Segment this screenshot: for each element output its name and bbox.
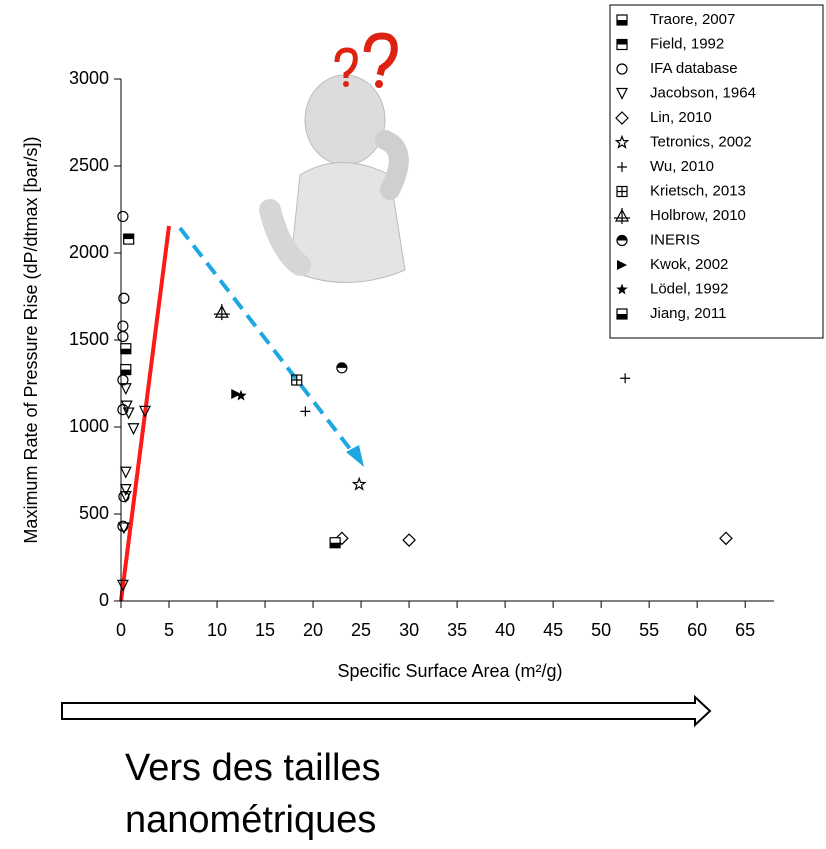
marker-part <box>124 234 134 239</box>
annotation: nanométriques <box>125 799 376 841</box>
marker-part <box>720 532 732 544</box>
marker <box>214 304 230 320</box>
x-tick-label: 10 <box>207 620 227 640</box>
marker-part <box>620 373 630 383</box>
marker <box>121 485 131 495</box>
x-tick-label: 50 <box>591 620 611 640</box>
y-tick-label: 3000 <box>69 68 109 88</box>
x-tick-label: 35 <box>447 620 467 640</box>
x-tick-label: 30 <box>399 620 419 640</box>
x-tick-label: 55 <box>639 620 659 640</box>
marker <box>620 373 630 383</box>
marker-part <box>128 424 138 434</box>
x-axis-label: Specific Surface Area (m²/g) <box>337 661 562 681</box>
marker <box>121 467 131 477</box>
marker <box>118 321 128 331</box>
legend-label: Wu, 2010 <box>650 158 714 175</box>
chart: Vers des tailles nanométriques Specific … <box>0 0 826 844</box>
marker <box>403 534 415 546</box>
annotation: Vers des tailles <box>125 747 381 789</box>
x-tick-label: 15 <box>255 620 275 640</box>
x-tick-label: 40 <box>495 620 515 640</box>
x-tick-label: 20 <box>303 620 323 640</box>
marker-part <box>118 332 128 342</box>
y-tick-label: 1500 <box>69 329 109 349</box>
marker-part <box>124 408 134 418</box>
marker <box>300 406 310 416</box>
trend-line <box>121 226 169 601</box>
y-tick-label: 2500 <box>69 155 109 175</box>
legend-label: IFA database <box>650 60 738 77</box>
marker-part <box>330 543 340 548</box>
legend-label: Lin, 2010 <box>650 109 712 126</box>
marker-part <box>121 485 131 495</box>
marker-part <box>118 321 128 331</box>
x-tick-label: 0 <box>116 620 126 640</box>
y-tick-label: 2000 <box>69 242 109 262</box>
marker <box>617 40 627 50</box>
marker <box>617 236 627 246</box>
legend-label: Jacobson, 1964 <box>650 84 756 101</box>
y-tick-label: 500 <box>79 503 109 523</box>
marker <box>617 15 627 25</box>
marker-part <box>119 293 129 303</box>
y-tick-label: 1000 <box>69 416 109 436</box>
legend-label: Traore, 2007 <box>650 11 735 28</box>
marker-part <box>617 40 627 45</box>
marker <box>720 532 732 544</box>
marker <box>617 309 627 319</box>
y-axis-label: Maximum Rate of Pressure Rise (dP/dtmax … <box>21 136 41 543</box>
marker <box>118 332 128 342</box>
marker <box>118 211 128 221</box>
hollow-arrow <box>62 697 710 725</box>
marker-part <box>121 467 131 477</box>
x-tick-label: 45 <box>543 620 563 640</box>
marker <box>124 234 134 244</box>
x-tick-label: 60 <box>687 620 707 640</box>
marker-part <box>300 406 310 416</box>
marker <box>337 363 347 373</box>
marker <box>330 538 340 548</box>
legend-label: INERIS <box>650 231 700 248</box>
marker-part <box>121 349 131 354</box>
legend-label: Lödel, 1992 <box>650 280 728 297</box>
marker <box>124 408 134 418</box>
marker-part <box>617 314 627 319</box>
marker-part <box>121 370 131 375</box>
marker <box>121 344 131 354</box>
x-tick-label: 65 <box>735 620 755 640</box>
marker <box>119 293 129 303</box>
marker <box>128 424 138 434</box>
marker <box>235 390 246 401</box>
marker-part <box>118 211 128 221</box>
marker-part <box>617 20 627 25</box>
marker-part <box>353 478 365 489</box>
legend-label: Holbrow, 2010 <box>650 207 746 224</box>
marker-part <box>235 390 246 401</box>
legend-label: Kwok, 2002 <box>650 256 728 273</box>
legend-label: Field, 1992 <box>650 35 724 52</box>
thinking-figure <box>270 36 405 283</box>
y-tick-label: 0 <box>99 590 109 610</box>
marker <box>121 365 131 375</box>
x-tick-label: 5 <box>164 620 174 640</box>
x-tick-label: 25 <box>351 620 371 640</box>
marker <box>353 478 365 489</box>
legend-label: Jiang, 2011 <box>650 305 726 322</box>
legend-label: Krietsch, 2013 <box>650 182 746 199</box>
legend-label: Tetronics, 2002 <box>650 133 752 150</box>
marker-part <box>403 534 415 546</box>
